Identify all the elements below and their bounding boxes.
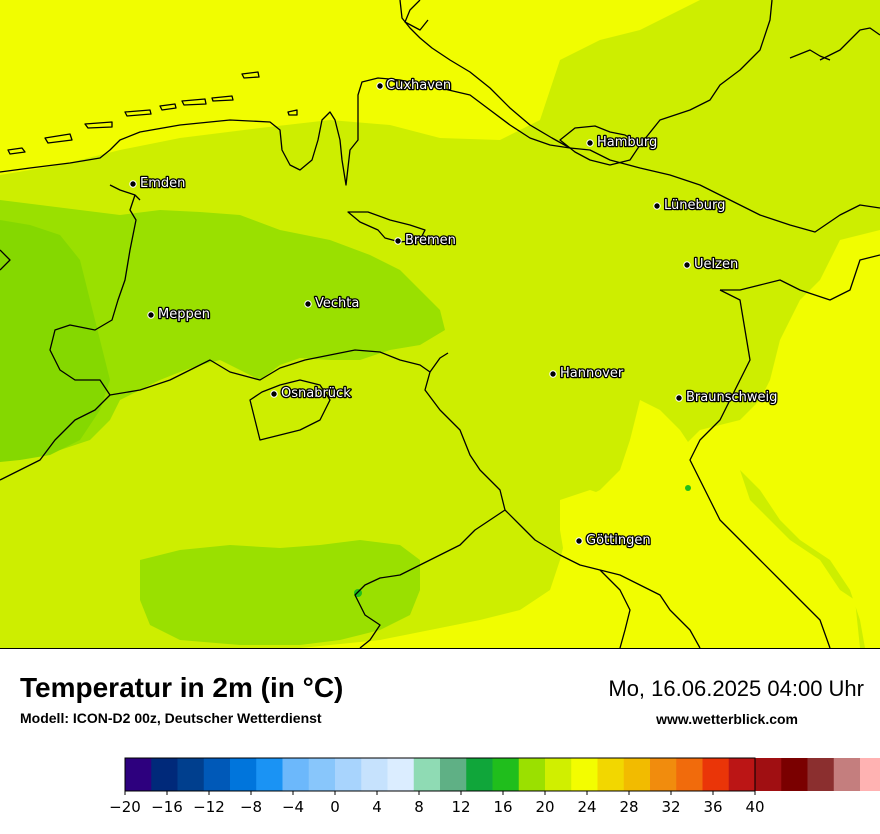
legend-color-swatch xyxy=(361,758,388,791)
legend-color-swatch xyxy=(282,758,310,791)
legend-tick-label: −8 xyxy=(240,798,262,816)
city-dot xyxy=(129,180,137,188)
color-legend-svg: −20 −16 −12 −8 −4 0 4 8 12 16 20 24 28 32 36 40 xyxy=(109,757,880,816)
legend-frame xyxy=(124,757,756,792)
legend-tick-label: 40 xyxy=(745,798,764,816)
legend-color-swatch xyxy=(597,758,625,791)
city-dot xyxy=(394,237,402,245)
city-lueneburg[interactable]: Lüneburg xyxy=(653,197,727,214)
city-dot xyxy=(575,537,583,545)
city-label: Osnabrück xyxy=(281,386,351,401)
legend-tick-label: 16 xyxy=(493,798,512,816)
city-label: Vechta xyxy=(315,296,359,311)
legend-color-swatch xyxy=(860,758,880,791)
city-label: Bremen xyxy=(405,233,456,248)
legend-tick-label: −16 xyxy=(151,798,183,816)
legend-color-swatch xyxy=(125,758,152,791)
city-dot xyxy=(147,311,155,319)
city-dot xyxy=(549,370,557,378)
legend-color-swatch xyxy=(807,758,835,791)
legend-color-swatch xyxy=(203,758,231,791)
map-canvas: Cuxhaven Hamburg Emden Lüneburg Bremen U… xyxy=(0,0,880,648)
temperature-field-cool-north xyxy=(240,262,360,315)
legend-color-swatch xyxy=(413,758,441,791)
city-label: Hamburg xyxy=(597,135,657,150)
city-meppen[interactable]: Meppen xyxy=(147,306,211,323)
legend-color-swatch xyxy=(387,758,415,791)
color-legend: −20 −16 −12 −8 −4 0 4 8 12 16 20 24 28 32 36 40 xyxy=(0,752,880,830)
city-markers: Cuxhaven Hamburg Emden Lüneburg Bremen U… xyxy=(129,77,779,549)
city-hannover[interactable]: Hannover xyxy=(549,365,625,382)
legend-tick-label: 36 xyxy=(703,798,722,816)
city-bremen[interactable]: Bremen xyxy=(394,232,457,249)
legend-tick-label: 4 xyxy=(372,798,382,816)
city-label: Cuxhaven xyxy=(386,78,451,93)
city-dot xyxy=(683,261,691,269)
legend-color-swatch xyxy=(545,758,572,791)
legend-color-swatch xyxy=(571,758,598,791)
legend-color-swatch xyxy=(335,758,362,791)
legend-tick-label: −4 xyxy=(282,798,304,816)
city-hamburg[interactable]: Hamburg xyxy=(586,134,659,151)
city-label: Braunschweig xyxy=(686,390,777,405)
legend-color-swatch xyxy=(781,758,808,791)
legend-color-swatch xyxy=(518,758,546,791)
city-label: Meppen xyxy=(158,307,210,322)
legend-color-swatch xyxy=(833,758,861,791)
temperature-field-coolest xyxy=(0,220,110,462)
legend-color-swatch xyxy=(650,758,677,791)
city-dot xyxy=(675,394,683,402)
legend-tick-label: −12 xyxy=(193,798,225,816)
legend-color-swatch xyxy=(151,758,178,791)
legend-tick-label: 20 xyxy=(535,798,554,816)
legend-tick-label: 8 xyxy=(414,798,424,816)
boundary-lines xyxy=(0,0,880,648)
legend-color-swatch xyxy=(256,758,283,791)
city-dot xyxy=(376,82,384,90)
legend-color-swatch xyxy=(623,758,651,791)
legend-tick-label: −20 xyxy=(109,798,141,816)
legend-color-swatch xyxy=(308,758,336,791)
city-dot xyxy=(270,390,278,398)
city-emden[interactable]: Emden xyxy=(129,175,187,192)
temperature-cell-cold xyxy=(685,485,691,491)
city-label: Lüneburg xyxy=(664,198,725,213)
legend-tick-label: 28 xyxy=(619,798,638,816)
city-label: Uelzen xyxy=(694,257,738,272)
city-goettingen[interactable]: Göttingen xyxy=(575,532,652,549)
city-dot xyxy=(586,139,594,147)
city-dot xyxy=(304,300,312,308)
legend-color-swatch xyxy=(492,758,520,791)
temperature-cell-cold xyxy=(354,589,362,597)
city-vechta[interactable]: Vechta xyxy=(304,295,361,312)
legend-tick-label: 12 xyxy=(451,798,470,816)
legend-tick-label: 32 xyxy=(661,798,680,816)
forecast-datetime: Mo, 16.06.2025 04:00 Uhr xyxy=(608,676,864,701)
city-cuxhaven[interactable]: Cuxhaven xyxy=(376,77,452,94)
legend-color-swatch xyxy=(440,758,467,791)
city-label: Göttingen xyxy=(586,533,651,548)
temperature-field-warm-east xyxy=(630,230,880,648)
legend-color-swatch xyxy=(755,758,782,791)
legend-color-swatch xyxy=(728,758,756,791)
legend-color-swatch xyxy=(702,758,730,791)
legend-color-swatch xyxy=(230,758,257,791)
model-info: Modell: ICON-D2 00z, Deutscher Wetterdie… xyxy=(20,710,322,726)
city-label: Emden xyxy=(140,176,185,191)
legend-tick-label: 24 xyxy=(577,798,596,816)
city-braunschweig[interactable]: Braunschweig xyxy=(675,389,779,406)
legend-color-swatch xyxy=(177,758,205,791)
city-label: Hannover xyxy=(560,366,624,381)
legend-color-swatch xyxy=(466,758,493,791)
website-link[interactable]: www.wetterblick.com xyxy=(656,711,798,727)
city-osnabrueck[interactable]: Osnabrück xyxy=(270,385,352,402)
legend-tick-label: 0 xyxy=(330,798,340,816)
temperature-map: Cuxhaven Hamburg Emden Lüneburg Bremen U… xyxy=(0,0,880,649)
map-title: Temperatur in 2m (in °C) xyxy=(20,672,344,703)
city-uelzen[interactable]: Uelzen xyxy=(683,256,739,273)
temperature-field-warm-south xyxy=(540,490,660,648)
city-dot xyxy=(653,202,661,210)
legend-color-swatch xyxy=(676,758,703,791)
temperature-field-cool-south xyxy=(140,540,420,645)
